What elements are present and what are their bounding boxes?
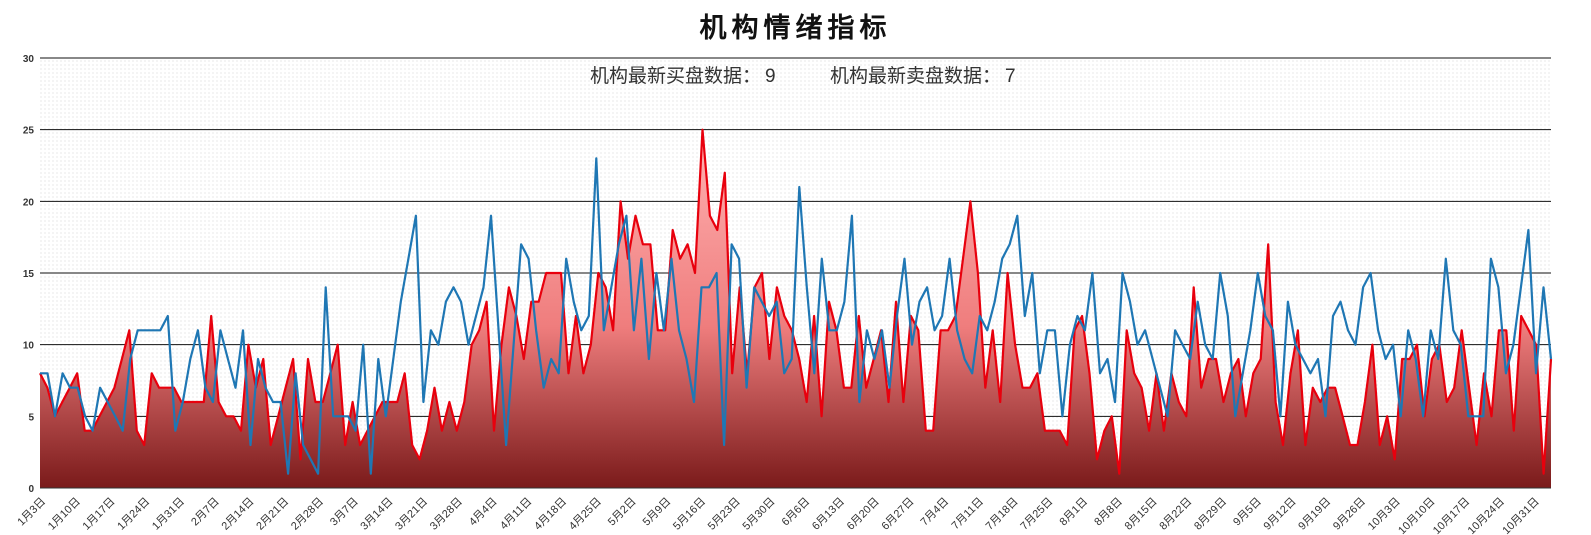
- x-tick-label: 3月28日: [428, 496, 465, 533]
- x-tick-label: 5月2日: [606, 496, 639, 529]
- x-tick-label: 4月4日: [467, 496, 500, 529]
- x-tick-label: 7月4日: [919, 496, 952, 529]
- x-tick-label: 1月17日: [81, 496, 118, 533]
- y-tick-label: 15: [23, 269, 35, 280]
- y-tick-label: 5: [28, 412, 34, 423]
- x-tick-label: 1月10日: [46, 496, 83, 533]
- x-tick-label: 4月25日: [567, 496, 604, 533]
- y-tick-label: 20: [23, 197, 35, 208]
- x-tick-label: 8月1日: [1057, 496, 1090, 529]
- x-tick-label: 10月31日: [1500, 496, 1541, 535]
- x-tick-label: 6月6日: [780, 496, 813, 529]
- x-tick-label: 4月11日: [498, 496, 534, 532]
- x-tick-label: 5月9日: [641, 496, 674, 529]
- y-axis: 0 5 10 15 20 25 30: [23, 54, 35, 495]
- x-tick-label: 3月21日: [393, 496, 430, 533]
- x-tick-label: 3月14日: [358, 496, 395, 533]
- x-tick-label: 9月19日: [1296, 496, 1333, 533]
- x-tick-label: 7月25日: [1018, 496, 1055, 533]
- x-tick-label: 1月31日: [150, 496, 187, 533]
- sell-annotation: 机构最新卖盘数据： 7: [830, 65, 1016, 87]
- x-tick-label: 9月12日: [1262, 496, 1299, 533]
- y-tick-label: 30: [23, 54, 35, 65]
- x-tick-label: 5月30日: [741, 496, 778, 533]
- blue-series-line: [40, 157, 1553, 475]
- x-tick-label: 8月15日: [1123, 496, 1160, 533]
- x-tick-label: 2月21日: [254, 496, 291, 533]
- x-tick-label: 8月22日: [1157, 496, 1194, 533]
- x-tick-label: 2月14日: [220, 496, 257, 533]
- x-tick-label: 7月18日: [984, 496, 1021, 533]
- chart-title: 机构情绪指标: [699, 13, 892, 43]
- y-tick-label: 25: [23, 126, 35, 137]
- x-tick-label: 8月29日: [1192, 496, 1229, 533]
- x-tick-label: 2月28日: [289, 496, 326, 533]
- y-tick-label: 0: [28, 484, 34, 495]
- x-tick-label: 3月7日: [328, 496, 361, 529]
- x-tick-label: 1月3日: [15, 496, 48, 529]
- x-tick-label: 4月18日: [532, 496, 569, 533]
- x-tick-label: 8月8日: [1092, 496, 1125, 529]
- x-tick-label: 2月7日: [189, 496, 222, 529]
- x-tick-label: 6月27日: [879, 496, 916, 533]
- x-tick-label: 6月13日: [810, 496, 847, 533]
- red-series-area: [40, 129, 1551, 488]
- x-tick-label: 9月26日: [1331, 496, 1368, 533]
- x-tick-label: 5月16日: [671, 496, 708, 533]
- x-tick-label: 9月5日: [1231, 496, 1264, 529]
- x-tick-label: 5月23日: [706, 496, 743, 533]
- x-tick-label: 1月24日: [115, 496, 152, 533]
- red-series-line: [39, 128, 1553, 475]
- x-tick-label: 6月20日: [845, 496, 882, 533]
- y-tick-label: 10: [23, 341, 35, 352]
- x-tick-label: 7月11日: [950, 496, 986, 532]
- buy-annotation: 机构最新买盘数据： 9: [590, 65, 776, 87]
